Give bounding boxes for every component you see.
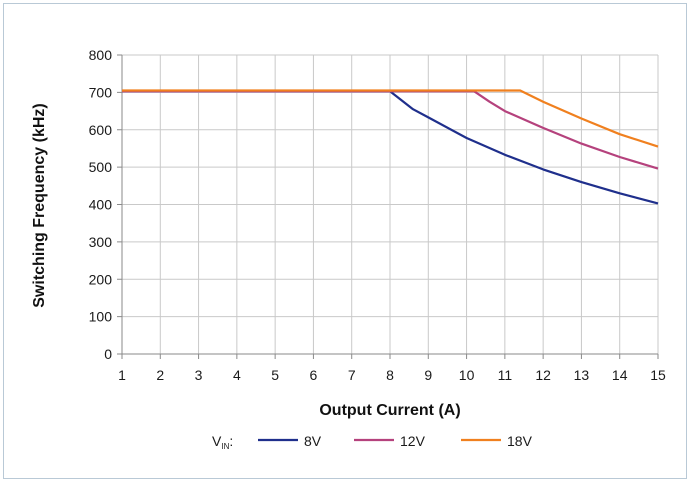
series-lines (122, 89, 659, 205)
grid-lines (121, 54, 659, 355)
legend-label-12v: 12V (400, 433, 426, 449)
y-tick-label: 600 (89, 122, 113, 138)
x-tick-label: 7 (348, 367, 356, 383)
y-tick-label: 200 (89, 271, 113, 287)
y-tick-label: 100 (89, 309, 113, 325)
x-tick-labels: 1 2 3 4 5 6 7 8 9 10 11 12 13 14 15 (118, 367, 666, 383)
x-tick-label: 10 (459, 367, 475, 383)
x-tick-label: 5 (271, 367, 279, 383)
legend-label-18v: 18V (507, 433, 533, 449)
y-tick-label: 300 (89, 234, 113, 250)
series-line-8v (122, 90, 659, 205)
y-tick-label: 500 (89, 159, 113, 175)
x-tick-label: 8 (386, 367, 394, 383)
legend-prefix: VIN: (212, 433, 233, 451)
x-axis-title: Output Current (A) (319, 402, 460, 419)
x-tick-label: 6 (310, 367, 318, 383)
legend-prefix-subscript: IN (221, 442, 229, 451)
legend-label-8v: 8V (304, 433, 322, 449)
series-line-18v (122, 89, 659, 148)
x-tick-label: 4 (233, 367, 241, 383)
y-tick-label: 0 (104, 346, 112, 362)
x-tick-label: 13 (574, 367, 590, 383)
legend: VIN: 8V 12V 18V (212, 433, 533, 451)
x-tick-label: 11 (498, 367, 513, 383)
x-tick-label: 3 (195, 367, 203, 383)
x-tick-label: 15 (650, 367, 666, 383)
y-tick-label: 700 (89, 84, 113, 100)
y-tick-labels: 0 100 200 300 400 500 600 700 800 (89, 47, 113, 362)
y-tick-label: 400 (89, 197, 113, 213)
legend-prefix-main: V (212, 433, 222, 449)
legend-prefix-colon: : (229, 433, 233, 449)
x-tick-label: 2 (156, 367, 164, 383)
axes (117, 54, 659, 359)
series-line-12v (122, 90, 659, 170)
chart-frame: 0 100 200 300 400 500 600 700 800 1 2 3 4 5 6 7 8 9 10 11 1… (3, 3, 687, 479)
y-tick-label: 800 (89, 47, 113, 63)
x-tick-label: 14 (612, 367, 628, 383)
y-axis-title: Switching Frequency (kHz) (31, 103, 48, 307)
x-tick-label: 9 (424, 367, 432, 383)
x-tick-label: 12 (535, 367, 551, 383)
x-tick-label: 1 (118, 367, 126, 383)
